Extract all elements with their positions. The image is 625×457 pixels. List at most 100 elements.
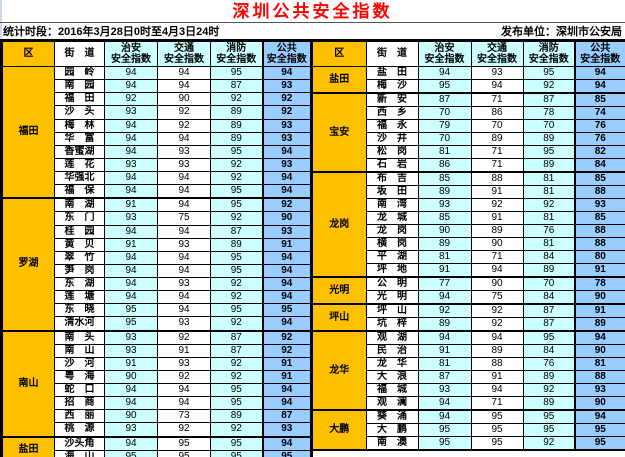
table-header: 区街 道治安 安全指数 交通 安全指数 消防 安全指数 公共 安全指数	[311, 41, 625, 67]
score-cell-public-order-index: 94	[104, 435, 158, 451]
score-cell-public-safety-index: 93	[261, 131, 311, 146]
score-cell-public-safety-index: 93	[261, 157, 311, 173]
score-cell-traffic-index: 91	[470, 185, 524, 199]
score-cell-fire-index: 92	[210, 316, 263, 331]
score-cell-public-order-index: 94	[104, 118, 158, 133]
table-row: 华 富 94 94 89 93	[3, 131, 311, 146]
score-cell-public-order-index: 94	[417, 290, 472, 305]
score-cell-fire-index: 87	[522, 92, 576, 107]
score-cell-public-safety-index: 93	[261, 118, 311, 133]
table-row: 坂 田 89 91 81 88	[312, 185, 625, 199]
score-cell-fire-index: 76	[522, 357, 576, 371]
table-row: 大鹏葵 涌 94 95 95 94	[311, 409, 625, 451]
score-cell-fire-index: 95	[210, 144, 263, 159]
score-cell-fire-index: 95	[522, 145, 576, 159]
table-row: 桂 园 94 94 87 93	[3, 224, 311, 239]
score-cell-public-safety-index: 94	[261, 184, 311, 199]
score-cell-public-safety-index: 88	[574, 224, 625, 238]
score-cell-public-order-index: 89	[417, 185, 472, 199]
score-cell-public-order-index: 94	[104, 131, 158, 146]
street-cell: 福 田	[54, 92, 105, 107]
table-row: 光 明 94 75 84 90	[312, 290, 625, 305]
page-title: 深圳公共安全指数	[232, 2, 393, 21]
table-row: 南山南 头 93 92 87 92	[2, 329, 311, 437]
table-row: 龙 华 81 88 76 81	[312, 357, 625, 371]
table-row: 桃 源 93 92 92 93	[3, 422, 311, 437]
score-cell-fire-index: 78	[522, 106, 576, 120]
score-cell-public-order-index: 91	[104, 237, 158, 252]
street-cell: 西 丽	[54, 409, 105, 424]
score-cell-traffic-index: 89	[470, 344, 524, 358]
district-cell: 南山	[2, 329, 55, 437]
publisher-label: 发布单位：深圳市公安局	[501, 26, 622, 38]
score-cell-traffic-index: 89	[470, 132, 524, 146]
score-cell-public-safety-index: 88	[574, 370, 625, 384]
score-cell-public-safety-index: 95	[574, 436, 625, 451]
column-header-public-safety-index: 公共 安全指数	[261, 41, 311, 67]
table-row: 福 城 93 94 92 93	[312, 383, 625, 397]
street-cell: 东 湖	[54, 276, 105, 292]
score-cell-traffic-index: 93	[157, 356, 211, 371]
street-cell: 蛇 口	[54, 382, 105, 398]
score-cell-traffic-index: 92	[157, 329, 211, 345]
street-cell: 沙 井	[365, 132, 419, 146]
score-cell-public-order-index: 94	[104, 276, 158, 292]
score-cell-fire-index: 89	[210, 105, 263, 120]
title-band: 深圳公共安全指数	[0, 0, 625, 22]
score-cell-traffic-index: 94	[157, 382, 211, 398]
score-cell-traffic-index: 90	[157, 92, 211, 107]
street-cell: 福 保	[54, 184, 105, 199]
district-cell: 盐田	[311, 66, 367, 94]
score-cell-fire-index: 81	[522, 237, 576, 251]
score-cell-traffic-index: 95	[470, 423, 524, 437]
score-cell-fire-index: 87	[522, 303, 576, 318]
column-header-street: 街 道	[54, 41, 105, 67]
score-cell-public-safety-index: 94	[261, 382, 311, 398]
district-cell: 罗湖	[2, 197, 55, 332]
score-cell-public-order-index: 93	[104, 157, 158, 173]
table-row: 华强北 94 94 92 94	[3, 170, 311, 186]
score-cell-fire-index: 81	[522, 171, 576, 186]
street-cell: 福 城	[365, 383, 419, 397]
street-cell: 黄 贝	[54, 237, 105, 252]
score-cell-public-order-index: 94	[104, 170, 158, 186]
score-cell-public-order-index: 93	[104, 422, 158, 437]
score-cell-traffic-index: 71	[470, 145, 524, 159]
header-row: 区街 道治安 安全指数 交通 安全指数 消防 安全指数 公共 安全指数	[311, 41, 625, 67]
score-cell-fire-index: 92	[210, 170, 263, 186]
table-row: 清水河 95 93 92 94	[3, 316, 311, 331]
table-row: 西 乡 70 86 78 74	[312, 106, 625, 120]
column-header-fire-index: 消防 安全指数	[522, 41, 576, 67]
street-cell: 大 鹏	[365, 423, 419, 437]
score-cell-public-safety-index: 93	[261, 422, 311, 437]
score-cell-traffic-index: 95	[157, 435, 211, 451]
score-cell-public-order-index: 94	[417, 396, 472, 411]
score-cell-public-safety-index: 91	[261, 237, 311, 252]
score-cell-traffic-index: 86	[470, 106, 524, 120]
score-cell-fire-index: 92	[210, 157, 263, 173]
score-cell-fire-index: 95	[210, 382, 263, 398]
score-cell-public-safety-index: 90	[574, 396, 625, 411]
score-cell-traffic-index: 94	[157, 396, 211, 411]
street-cell: 南 园	[54, 79, 105, 94]
score-cell-fire-index: 95	[210, 303, 263, 318]
score-cell-traffic-index: 71	[470, 396, 524, 411]
score-cell-public-order-index: 94	[104, 144, 158, 159]
street-cell: 华 富	[54, 131, 105, 146]
street-cell: 布 吉	[365, 171, 419, 186]
score-cell-traffic-index: 95	[470, 409, 524, 424]
table-row: 南 山 93 91 87 92	[3, 343, 311, 358]
score-cell-public-safety-index: 91	[261, 369, 311, 385]
score-cell-fire-index: 70	[522, 276, 576, 291]
score-cell-public-safety-index: 95	[261, 303, 311, 318]
header-line1: 公共	[276, 43, 297, 54]
score-cell-public-order-index: 95	[417, 423, 472, 437]
score-cell-fire-index: 95	[210, 65, 263, 81]
table-row: 松 岗 81 71 95 82	[312, 145, 625, 159]
score-cell-traffic-index: 95	[157, 449, 211, 457]
table-row: 翠 竹 94 94 95 94	[3, 250, 311, 265]
header-line2: 安全指数	[580, 54, 621, 65]
header-line2: 安全指数	[111, 54, 151, 65]
score-cell-public-order-index: 94	[104, 65, 158, 81]
